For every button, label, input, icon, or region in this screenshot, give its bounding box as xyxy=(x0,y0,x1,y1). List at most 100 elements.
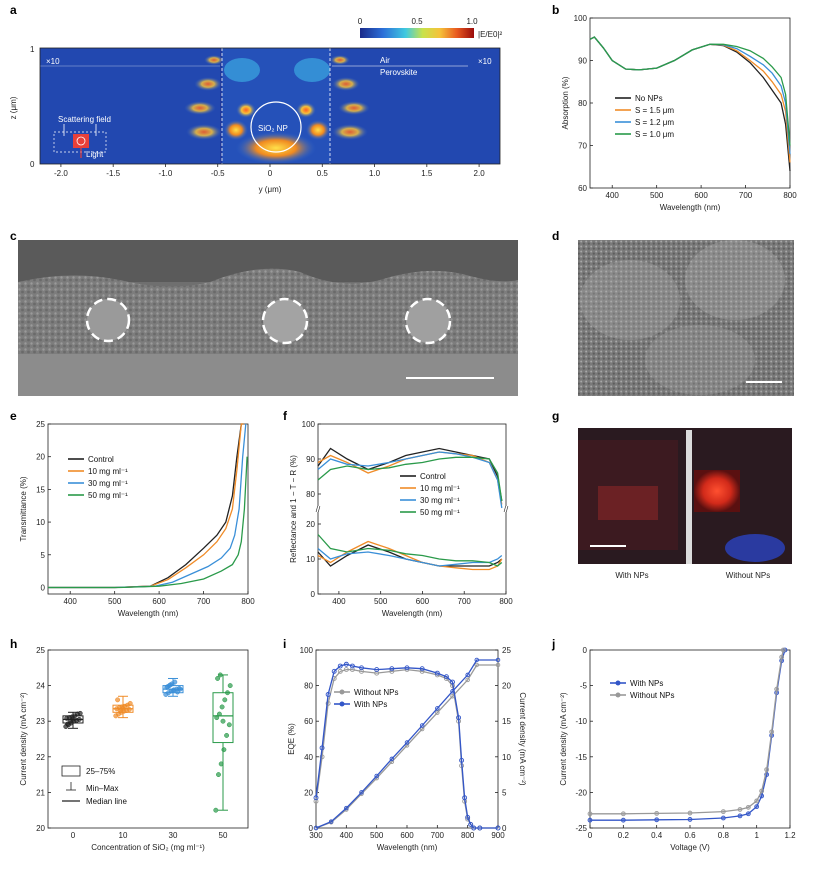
h-data-point xyxy=(217,672,223,678)
i-eqe-marker xyxy=(456,715,462,721)
h-legend-label: Min–Max xyxy=(86,784,118,793)
f-xtick-label: 500 xyxy=(374,597,388,606)
colorbar-tick-05: 0.5 xyxy=(411,17,423,26)
i-xtick-label: 300 xyxy=(309,831,323,840)
j-series-marker xyxy=(779,654,785,660)
colorbar-label: |E/E0|² xyxy=(478,30,503,39)
i-eqe-marker xyxy=(374,667,380,673)
j-xlabel: Voltage (V) xyxy=(670,843,710,852)
f-xtick-label: 800 xyxy=(499,597,513,606)
e-ytick-label: 20 xyxy=(36,453,45,462)
i-integrated-marker xyxy=(495,657,501,663)
j-series-marker xyxy=(737,807,743,812)
panel-a-colorbar: 0 0.5 1.0 |E/E0|² xyxy=(358,17,503,39)
light-source-icon xyxy=(73,134,89,148)
f-xtick-label: 700 xyxy=(458,597,472,606)
j-series-marker xyxy=(769,729,775,735)
e-ytick-label: 25 xyxy=(36,420,45,429)
j-series-marker xyxy=(687,810,693,816)
f-series-upper xyxy=(317,451,503,509)
i-legend-label: Without NPs xyxy=(354,688,398,697)
f-series-lower xyxy=(317,540,503,571)
b-ytick-label: 80 xyxy=(578,99,587,108)
h-xtick-label: 10 xyxy=(119,831,128,840)
e-legend-label: 50 mg ml⁻¹ xyxy=(88,491,128,500)
j-series-marker xyxy=(754,798,760,804)
h-ylabel: Current density (mA cm⁻²) xyxy=(19,692,28,785)
j-xtick-label: 1 xyxy=(754,831,759,840)
panel-label-j: j xyxy=(551,637,555,651)
i-integrated-marker xyxy=(419,723,425,728)
f-xtick-label: 400 xyxy=(332,597,346,606)
e-ytick-label: 5 xyxy=(41,551,46,560)
e-legend-label: 30 mg ml⁻¹ xyxy=(88,479,128,488)
h-data-point xyxy=(215,676,221,681)
i-eqe-marker xyxy=(343,667,349,673)
i-eqe-marker xyxy=(337,668,343,674)
a-xtick-label: -2.0 xyxy=(54,169,68,178)
h-data-point xyxy=(177,686,183,692)
f-legend-label: 30 mg ml⁻¹ xyxy=(420,496,460,505)
i-eqe-marker xyxy=(359,665,364,671)
e-ytick-label: 10 xyxy=(36,518,45,527)
i-integrated-marker xyxy=(465,672,470,678)
i-ytick-label: 20 xyxy=(304,788,313,797)
j-xtick-label: 1.2 xyxy=(784,831,796,840)
j-series-line xyxy=(590,649,786,821)
f-xlabel: Wavelength (nm) xyxy=(382,609,443,618)
panel-label-d: d xyxy=(552,229,559,243)
j-xtick-label: 0.8 xyxy=(718,831,730,840)
h-xlabel: Concentration of SiO₂ (mg ml⁻¹) xyxy=(91,843,205,852)
h-data-point xyxy=(120,705,126,711)
h-data-point xyxy=(222,697,228,703)
b-ytick-label: 100 xyxy=(574,14,588,23)
j-ytick-label: -25 xyxy=(575,824,587,833)
j-axes-frame xyxy=(589,649,791,829)
i-eqe-marker xyxy=(331,668,337,674)
j-xtick-label: 0.4 xyxy=(651,831,663,840)
h-data-point xyxy=(213,807,219,813)
i-xlabel: Wavelength (nm) xyxy=(377,843,438,852)
chart-j: 0 0.2 0.4 0.6 0.8 1 1.2 0 -5 -10 -15 -20 -25 Voltage … xyxy=(559,646,796,852)
panel-label-c: c xyxy=(10,229,17,243)
h-xtick-label: 0 xyxy=(71,831,76,840)
j-ytick-label: -20 xyxy=(575,788,587,797)
e-legend-label: 10 mg ml⁻¹ xyxy=(88,467,128,476)
e-series-line xyxy=(48,423,247,589)
j-legend-label: Without NPs xyxy=(630,691,674,700)
i-ytick-label: 100 xyxy=(300,646,314,655)
multiplier-left: ×10 xyxy=(46,57,60,66)
e-ylabel: Transmittance (%) xyxy=(19,476,28,541)
h-data-point xyxy=(127,700,133,706)
e-xtick-label: 500 xyxy=(108,597,122,606)
h-legend-box xyxy=(61,765,81,777)
b-ytick-label: 60 xyxy=(578,184,587,193)
j-legend-marker xyxy=(615,692,621,698)
j-series-marker xyxy=(780,647,786,653)
j-series-marker xyxy=(774,686,780,692)
b-xtick-label: 800 xyxy=(783,191,797,200)
multiplier-right: ×10 xyxy=(478,57,492,66)
i-integrated-marker xyxy=(450,689,455,694)
i-eqe-marker xyxy=(434,670,440,676)
b-xtick-label: 600 xyxy=(694,191,708,200)
i-eqe-marker xyxy=(450,679,455,685)
label-scattering-field: Scattering field xyxy=(58,115,111,124)
b-xtick-label: 400 xyxy=(606,191,620,200)
b-legend-label: S = 1.0 μm xyxy=(635,130,674,139)
h-data-point xyxy=(70,716,76,722)
b-xtick-label: 700 xyxy=(739,191,753,200)
b-axes-frame xyxy=(589,17,791,189)
scattering-box xyxy=(53,131,107,153)
j-legend-label: With NPs xyxy=(630,679,663,688)
f-ytick-label: 90 xyxy=(306,455,315,464)
i-eqe-marker xyxy=(404,665,410,671)
i-eqe-marker xyxy=(471,825,477,831)
f-axis-break-left xyxy=(315,506,321,512)
e-ytick-label: 15 xyxy=(36,485,45,494)
j-series-marker xyxy=(687,817,693,822)
f-break-glyph-right: // xyxy=(504,505,509,514)
i-integrated-marker xyxy=(359,790,364,795)
h-data-point xyxy=(227,683,233,689)
